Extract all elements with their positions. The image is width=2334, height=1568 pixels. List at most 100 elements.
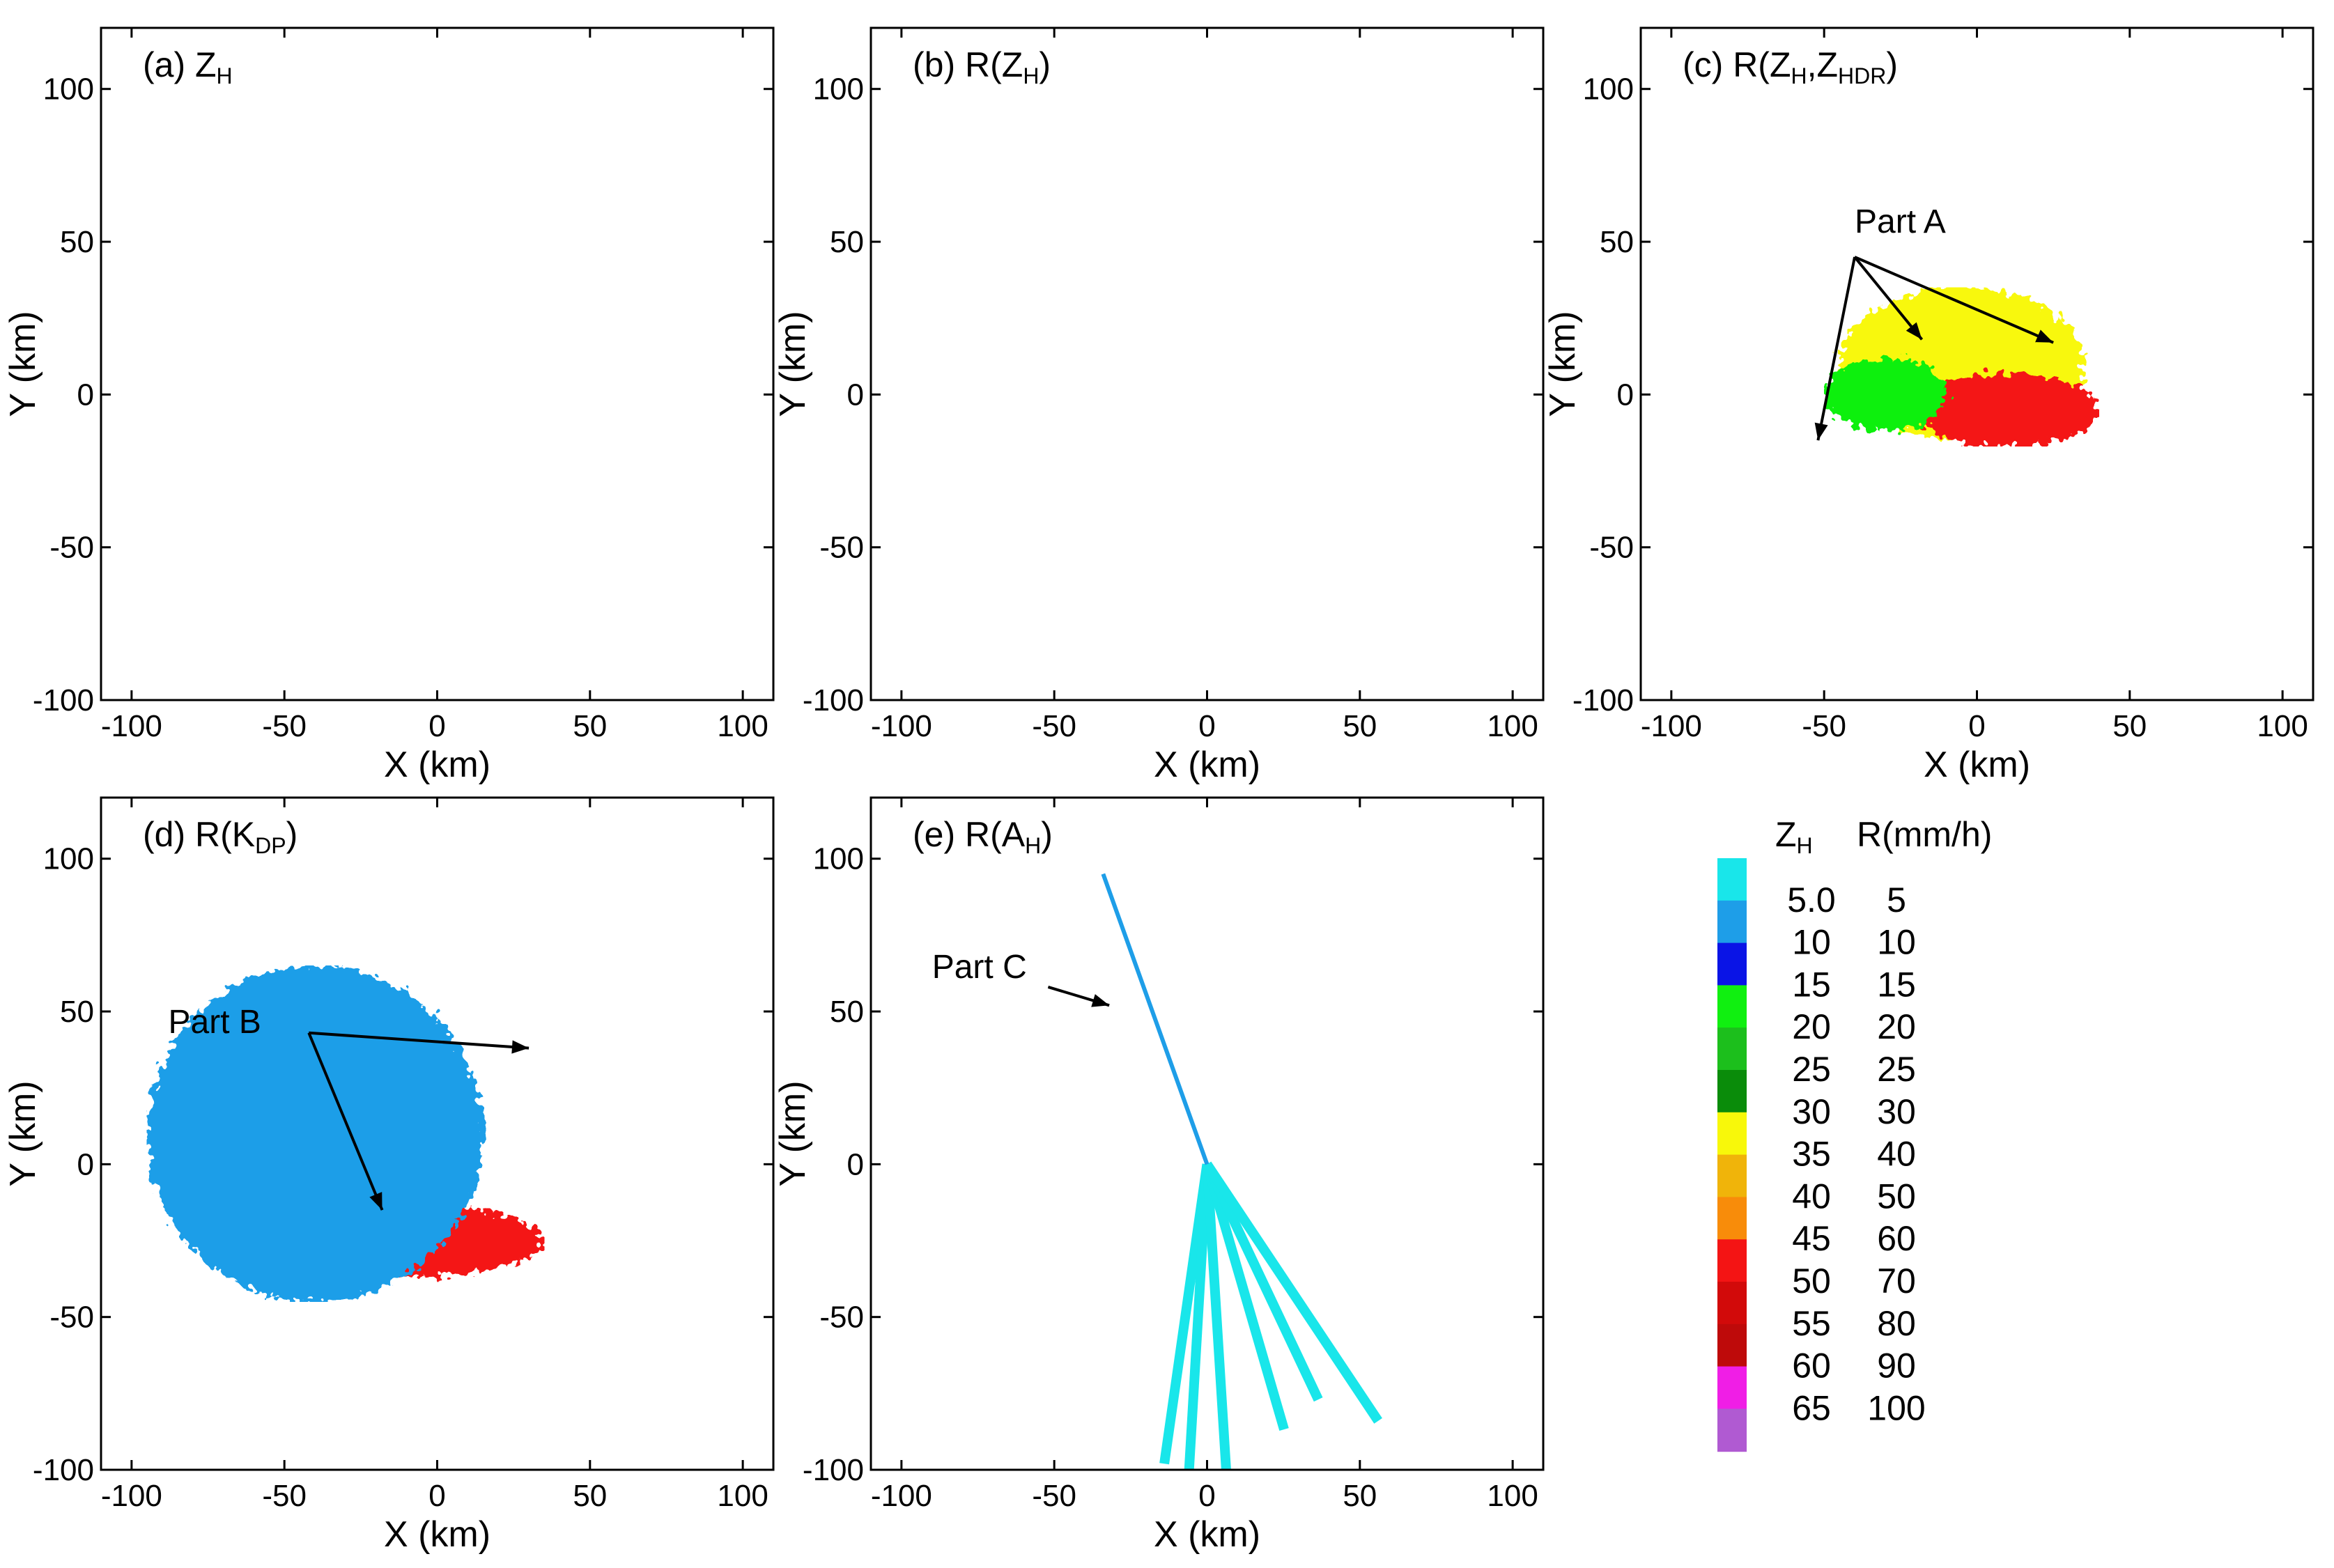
- legend-r-label: 40: [1877, 1135, 1916, 1174]
- x-axis-label: X (km): [1154, 745, 1260, 785]
- annotation-arrow: [1816, 256, 1857, 441]
- legend-zh-label: 5.0: [1787, 880, 1836, 919]
- x-tick-label: 0: [428, 1479, 445, 1513]
- x-tick-label: 0: [1198, 709, 1215, 743]
- annotation-label: Part B: [169, 1004, 261, 1041]
- legend-r-label: 15: [1877, 965, 1916, 1004]
- y-tick-label: 50: [60, 995, 94, 1029]
- legend-swatch: [1717, 1070, 1747, 1113]
- y-tick-label: 0: [77, 378, 94, 412]
- annotation-label: Part A: [1855, 203, 1946, 240]
- legend-swatch: [1717, 1324, 1747, 1367]
- legend-zh-label: 50: [1792, 1262, 1831, 1301]
- annotation-part-c: Part C: [932, 949, 1110, 1007]
- y-tick-label: -100: [33, 683, 94, 717]
- legend-swatch: [1717, 1282, 1747, 1325]
- legend-r-label: 70: [1877, 1262, 1916, 1301]
- x-axis-label: X (km): [1924, 745, 2030, 785]
- x-tick-label: -50: [1802, 709, 1846, 743]
- x-tick-label: -100: [871, 1479, 932, 1513]
- x-tick-label: -100: [871, 709, 932, 743]
- x-tick-label: 0: [1198, 1479, 1215, 1513]
- annotation-arrow: [309, 1031, 530, 1050]
- x-tick-label: 100: [717, 709, 768, 743]
- legend-zh-label: 60: [1792, 1346, 1831, 1385]
- panel-title: (a) ZH: [143, 45, 233, 88]
- y-tick-label: 100: [1583, 72, 1634, 107]
- x-tick-label: 50: [2112, 709, 2147, 743]
- y-tick-label: 100: [813, 842, 864, 876]
- y-tick-label: 50: [60, 225, 94, 259]
- radar-field: [101, 28, 773, 700]
- legend-swatch: [1717, 858, 1747, 901]
- legend-zh-label: 30: [1792, 1092, 1831, 1131]
- panel-b: -100 -50 0 50 100 -100 -50 0 50 100 X (km) Y (km) (b…: [773, 26, 1545, 785]
- annotation-arrow: [1853, 256, 1924, 341]
- panel-title: (e) R(AH): [913, 815, 1053, 858]
- x-tick-label: -50: [262, 709, 307, 743]
- y-tick-label: -100: [803, 683, 864, 717]
- y-tick-label: 50: [1600, 225, 1634, 259]
- panel-d: -100 -50 0 50 100 -100 -50 0 50 100 X (km) Y (km) (d…: [3, 796, 775, 1555]
- x-axis-label: X (km): [384, 745, 490, 785]
- legend-swatch: [1717, 985, 1747, 1029]
- x-tick-label: 100: [1487, 709, 1538, 743]
- legend-swatch: [1717, 1112, 1747, 1156]
- x-tick-label: 0: [428, 709, 445, 743]
- legend-r-label: 100: [1867, 1388, 1925, 1427]
- radar-field: [1641, 28, 2313, 700]
- legend-r-label: 5: [1887, 880, 1906, 919]
- y-tick-label: -100: [803, 1453, 864, 1487]
- y-tick-label: -100: [33, 1453, 94, 1487]
- y-tick-label: 0: [847, 1147, 864, 1181]
- y-tick-label: 50: [830, 225, 864, 259]
- legend-r-label: 10: [1877, 923, 1916, 962]
- panel-title: (b) R(ZH): [913, 45, 1051, 88]
- legend-r-label: 80: [1877, 1304, 1916, 1343]
- panel-title: (c) R(ZH,ZHDR): [1683, 45, 1898, 88]
- y-tick-label: 100: [43, 72, 94, 107]
- panel-c: -100 -50 0 50 100 -100 -50 0 50 100 X (km) Y (km) (c…: [1543, 26, 2314, 785]
- x-tick-label: -100: [101, 709, 162, 743]
- y-tick-label: 100: [813, 72, 864, 107]
- legend-swatch: [1717, 1197, 1747, 1241]
- x-tick-label: 100: [717, 1479, 768, 1513]
- x-tick-label: 50: [573, 709, 607, 743]
- legend-header-zh: ZH: [1775, 815, 1813, 858]
- legend-zh-label: 40: [1792, 1177, 1831, 1216]
- annotation-label: Part C: [932, 949, 1027, 986]
- legend-swatch: [1717, 1239, 1747, 1282]
- y-tick-label: -50: [1589, 531, 1634, 565]
- x-tick-label: -50: [1032, 709, 1076, 743]
- legend-swatch: [1717, 1027, 1747, 1071]
- legend-swatch: [1717, 1408, 1747, 1452]
- legend-header-r: R(mm/h): [1857, 815, 1992, 854]
- y-tick-label: -100: [1572, 683, 1634, 717]
- y-tick-label: 50: [830, 995, 864, 1029]
- legend-zh-label: 35: [1792, 1135, 1831, 1174]
- legend-zh-label: 15: [1792, 965, 1831, 1004]
- x-tick-label: 100: [2257, 709, 2308, 743]
- x-tick-label: -50: [1032, 1479, 1076, 1513]
- y-tick-label: 0: [847, 378, 864, 412]
- x-tick-label: 50: [573, 1479, 607, 1513]
- x-axis-label: X (km): [1154, 1514, 1260, 1555]
- legend-r-label: 30: [1877, 1092, 1916, 1131]
- radar-field: [871, 28, 1543, 700]
- legend-r-label: 90: [1877, 1346, 1916, 1385]
- y-tick-label: -50: [49, 531, 94, 565]
- x-tick-label: -100: [101, 1479, 162, 1513]
- legend-swatch: [1717, 1366, 1747, 1410]
- legend-zh-label: 25: [1792, 1050, 1831, 1089]
- legend-r-label: 25: [1877, 1050, 1916, 1089]
- legend-zh-label: 10: [1792, 923, 1831, 962]
- x-tick-label: 0: [1968, 709, 1985, 743]
- x-tick-label: 100: [1487, 1479, 1538, 1513]
- x-tick-label: 50: [1343, 1479, 1377, 1513]
- legend-r-label: 20: [1877, 1007, 1916, 1046]
- y-axis-label: Y (km): [3, 1080, 43, 1186]
- y-tick-label: 0: [77, 1147, 94, 1181]
- y-axis-label: Y (km): [1543, 311, 1583, 417]
